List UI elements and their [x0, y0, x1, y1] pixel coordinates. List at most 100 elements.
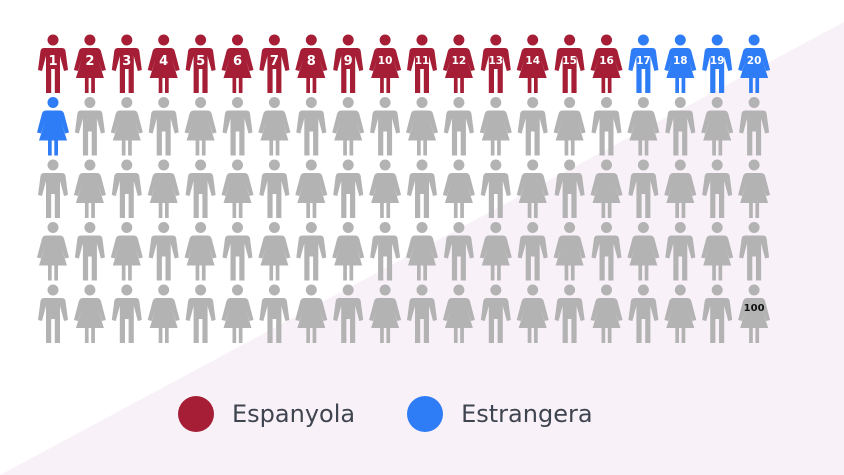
person-icon-10: 10	[369, 34, 402, 93]
person-icon-60	[738, 159, 771, 218]
icon-number-label: 20	[747, 55, 762, 67]
person-icon-20: 20	[738, 34, 771, 93]
legend-swatch-estrangera	[407, 396, 444, 432]
icon-number-label: 8	[307, 54, 316, 69]
person-icon-79	[701, 222, 734, 281]
person-icon-89	[333, 284, 364, 343]
person-icon-71	[406, 222, 438, 281]
person-icon-68	[296, 222, 327, 281]
icon-number-label: 16	[599, 55, 614, 67]
person-icon-34	[517, 97, 548, 156]
person-icon-21	[37, 97, 69, 156]
person-icon-90	[369, 284, 402, 343]
person-icon-50	[369, 159, 402, 218]
icon-number-label: 14	[525, 55, 540, 67]
person-icon-16: 16	[590, 34, 623, 93]
person-icon-30	[370, 97, 401, 156]
person-icon-13: 13	[480, 34, 511, 93]
icon-number-label: 9	[344, 54, 353, 69]
legend-label-estrangera: Estrangera	[461, 400, 593, 428]
person-icon-18: 18	[664, 34, 697, 93]
person-icon-82	[73, 284, 106, 343]
person-icon-19: 19	[702, 34, 733, 93]
person-icon-69	[332, 222, 365, 281]
person-icon-23	[110, 97, 143, 156]
person-icon-47	[259, 159, 290, 218]
person-icon-91	[407, 284, 437, 343]
person-icon-46	[221, 159, 254, 218]
person-icon-15: 15	[554, 34, 585, 93]
person-icon-61	[37, 222, 69, 281]
icon-number-label: 15	[562, 55, 577, 67]
person-icon-37	[627, 97, 660, 156]
person-icon-8: 8	[295, 34, 328, 93]
person-icon-17: 17	[628, 34, 659, 93]
legend-item-espanyola: Espanyola	[178, 396, 355, 432]
person-icon-95	[554, 284, 585, 343]
icon-number-label: 19	[710, 55, 725, 67]
person-icon-92	[442, 284, 475, 343]
person-icon-78	[665, 222, 696, 281]
person-icon-52	[442, 159, 475, 218]
person-icon-11: 11	[407, 34, 437, 93]
person-icon-40	[739, 97, 770, 156]
person-icon-35	[553, 97, 586, 156]
person-icon-96	[590, 284, 623, 343]
icon-number-label: 10	[378, 55, 393, 67]
person-icon-80	[739, 222, 770, 281]
person-icon-14: 14	[516, 34, 549, 93]
person-icon-39	[701, 97, 734, 156]
person-icon-49	[333, 159, 364, 218]
person-icon-38	[665, 97, 696, 156]
person-icon-57	[628, 159, 659, 218]
person-icon-24	[148, 97, 179, 156]
legend-item-estrangera: Estrangera	[407, 396, 593, 432]
person-icon-87	[259, 284, 290, 343]
person-icon-29	[332, 97, 365, 156]
person-icon-77	[627, 222, 660, 281]
person-icon-9: 9	[333, 34, 364, 93]
person-icon-63	[110, 222, 143, 281]
icon-number-label: 11	[415, 55, 430, 67]
person-icon-53	[480, 159, 511, 218]
person-icon-25	[184, 97, 217, 156]
person-icon-55	[554, 159, 585, 218]
person-icon-100: 100	[738, 284, 771, 343]
person-icon-51	[407, 159, 437, 218]
person-icon-58	[664, 159, 697, 218]
person-icon-3: 3	[111, 34, 142, 93]
person-icon-73	[479, 222, 512, 281]
person-icon-75	[553, 222, 586, 281]
person-icon-97	[628, 284, 659, 343]
icon-number-label: 13	[488, 55, 503, 67]
person-icon-76	[591, 222, 622, 281]
person-icon-42	[73, 159, 106, 218]
person-icon-72	[443, 222, 474, 281]
person-icon-22	[74, 97, 105, 156]
person-icon-93	[480, 284, 511, 343]
person-icon-28	[296, 97, 327, 156]
person-icon-70	[370, 222, 401, 281]
person-icon-41	[38, 159, 68, 218]
person-icon-44	[147, 159, 180, 218]
icon-number-label: 3	[122, 54, 131, 69]
person-icon-32	[443, 97, 474, 156]
person-icon-84	[147, 284, 180, 343]
icon-number-label: 17	[636, 55, 651, 67]
person-icon-43	[111, 159, 142, 218]
person-icon-85	[185, 284, 216, 343]
person-icon-4: 4	[147, 34, 180, 93]
person-icon-99	[702, 284, 733, 343]
person-icon-1: 1	[38, 34, 68, 93]
person-icon-62	[74, 222, 105, 281]
icon-number-label: 1	[48, 54, 57, 69]
person-icon-67	[258, 222, 291, 281]
person-icon-94	[516, 284, 549, 343]
person-icon-64	[148, 222, 179, 281]
legend-label-espanyola: Espanyola	[232, 400, 356, 428]
person-icon-31	[406, 97, 438, 156]
legend: Espanyola Estrangera	[178, 396, 645, 432]
person-icon-36	[591, 97, 622, 156]
person-icon-81	[38, 284, 68, 343]
